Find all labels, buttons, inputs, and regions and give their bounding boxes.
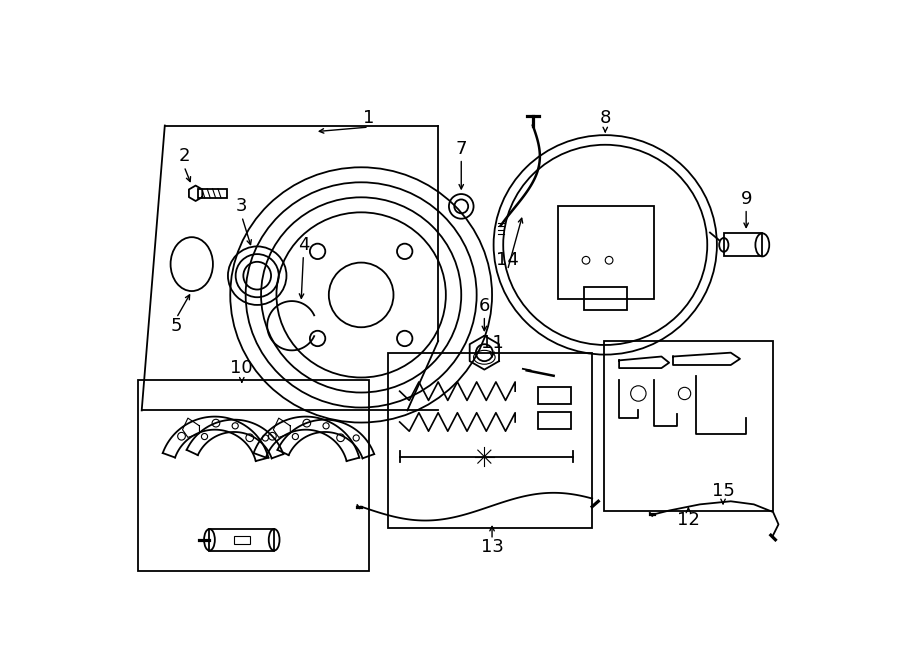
Text: 15: 15 [712,483,734,500]
Text: 1: 1 [364,109,374,127]
Text: 5: 5 [171,317,182,334]
Bar [557,206,653,299]
Text: 11: 11 [481,334,503,352]
Text: 10: 10 [230,359,253,377]
Bar [724,233,762,256]
Text: 12: 12 [677,511,700,529]
Text: 9: 9 [741,190,751,208]
Text: 4: 4 [298,236,310,254]
Bar [604,341,773,510]
Text: 7: 7 [455,139,467,157]
Bar [538,412,571,429]
Text: 14: 14 [496,251,519,269]
Bar [388,353,592,528]
Text: 8: 8 [599,109,611,127]
Text: 13: 13 [481,539,503,557]
Text: 2: 2 [178,147,190,165]
Bar [210,529,274,551]
Bar [234,536,249,543]
Text: 3: 3 [236,198,248,215]
Bar [138,379,369,570]
Bar [198,188,227,198]
Bar [584,288,626,310]
Bar [538,387,571,405]
Text: 6: 6 [479,297,490,315]
